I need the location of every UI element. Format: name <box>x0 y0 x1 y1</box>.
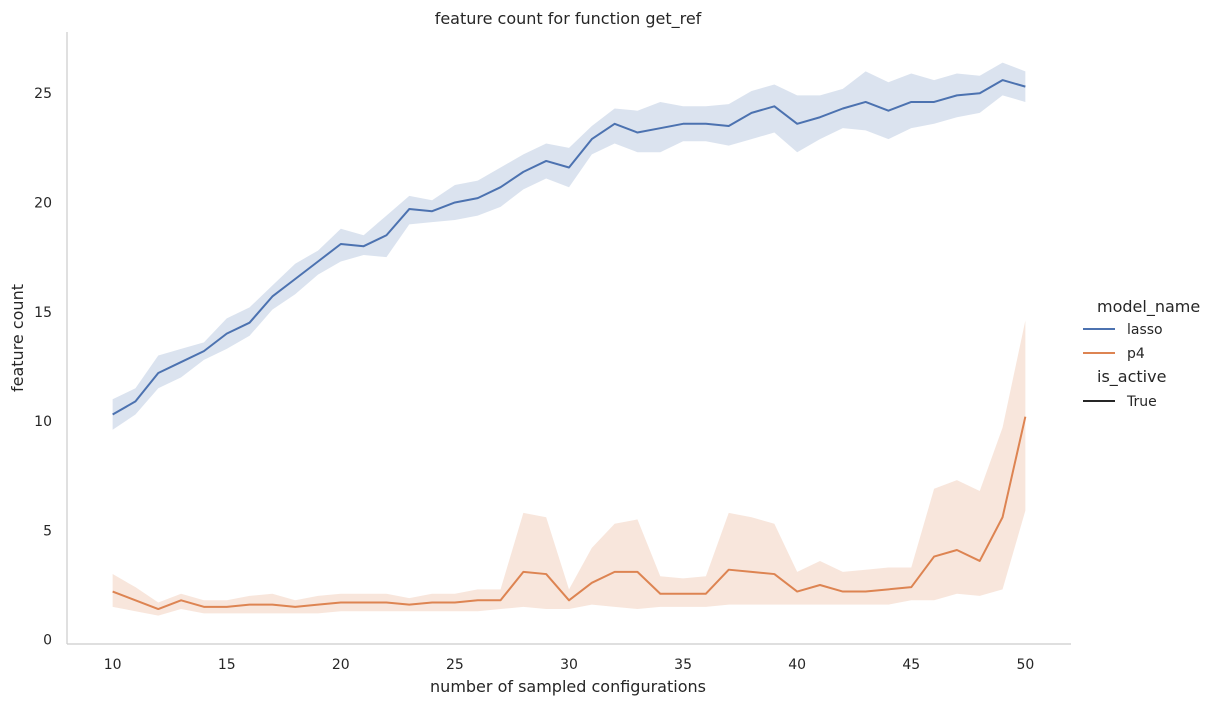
x-tick-label: 10 <box>104 657 122 673</box>
y-tick-label: 20 <box>34 195 52 211</box>
series-line-lasso <box>112 79 1026 416</box>
ci-band-lasso <box>112 62 1026 430</box>
x-tick-label: 25 <box>446 657 464 673</box>
y-tick-label: 15 <box>34 305 52 321</box>
x-tick-label: 40 <box>788 657 806 673</box>
x-ticks: 10 15 20 25 30 35 40 45 50 <box>104 657 1035 673</box>
legend-label-lasso: lasso <box>1127 322 1163 338</box>
series-line-p4 <box>112 416 1027 611</box>
legend-hue-title: model_name <box>1097 297 1200 317</box>
x-tick-label: 30 <box>560 657 578 673</box>
confidence-bands <box>112 62 1026 616</box>
x-tick-label: 20 <box>332 657 350 673</box>
series-lines <box>112 79 1027 611</box>
x-axis-label: number of sampled configurations <box>430 677 706 696</box>
x-tick-label: 45 <box>902 657 920 673</box>
x-tick-label: 50 <box>1016 657 1034 673</box>
ci-band-p4 <box>112 320 1026 616</box>
legend-label-true: True <box>1126 394 1157 410</box>
legend-style-title: is_active <box>1097 367 1166 387</box>
y-tick-label: 0 <box>43 633 52 649</box>
y-ticks: 0 5 10 15 20 25 <box>34 86 52 648</box>
y-tick-label: 25 <box>34 86 52 102</box>
x-tick-label: 35 <box>674 657 692 673</box>
y-axis-label: feature count <box>8 284 27 392</box>
legend-label-p4: p4 <box>1127 346 1145 362</box>
y-tick-label: 10 <box>34 414 52 430</box>
x-tick-label: 15 <box>218 657 236 673</box>
legend: model_name lasso p4 is_active True <box>1083 297 1200 410</box>
y-tick-label: 5 <box>43 523 52 539</box>
chart-title: feature count for function get_ref <box>435 9 702 29</box>
